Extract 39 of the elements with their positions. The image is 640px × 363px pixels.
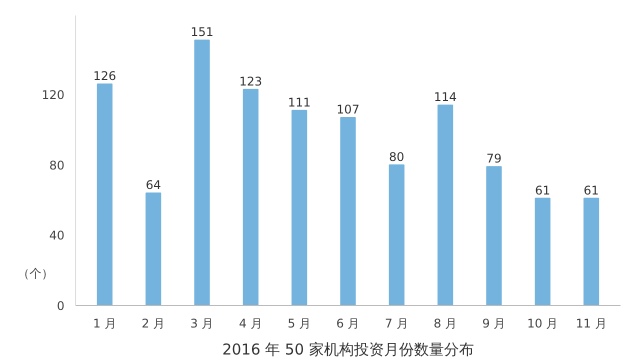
- x-tick-label: 8 月: [434, 316, 458, 330]
- x-tick-label: 9 月: [482, 316, 506, 330]
- x-tick-label: 3 月: [190, 316, 214, 330]
- data-label: 114: [434, 90, 457, 104]
- x-tick-label: 6 月: [336, 316, 360, 330]
- x-tick-label: 7 月: [384, 316, 408, 330]
- x-tick-label: 10 月: [527, 316, 558, 330]
- x-tick-label: 2 月: [142, 316, 166, 330]
- bar: [340, 116, 356, 306]
- bar: [584, 198, 600, 306]
- data-label: 61: [584, 183, 599, 198]
- bar: [146, 192, 162, 306]
- y-axis-title: （个）: [18, 266, 54, 280]
- data-label: 151: [190, 25, 214, 40]
- data-label: 64: [146, 178, 162, 192]
- y-tick-label: 40: [49, 228, 65, 243]
- bar: [292, 110, 308, 306]
- bar: [96, 84, 112, 306]
- data-label: 79: [486, 152, 502, 166]
- bar: [194, 40, 210, 306]
- x-tick-label: 1 月: [92, 316, 116, 330]
- bar: [438, 104, 454, 306]
- bar: [534, 198, 550, 306]
- data-label: 126: [93, 69, 116, 84]
- text: 2016 年 50 家机构投资月份数量分布: [222, 340, 474, 358]
- bar: [486, 166, 502, 306]
- y-tick-label: 120: [42, 88, 64, 102]
- y-tick-label: 0: [56, 299, 65, 313]
- bar: [242, 88, 258, 306]
- bar: [388, 164, 404, 306]
- x-tick-label: 5 月: [288, 316, 312, 330]
- data-label: 111: [288, 95, 311, 110]
- x-tick-label: 11 月: [576, 316, 607, 330]
- data-label: 80: [389, 150, 404, 164]
- y-tick-label: 80: [49, 158, 65, 172]
- data-label: 107: [336, 102, 360, 116]
- x-tick-label: 4 月: [238, 316, 262, 330]
- data-label: 61: [535, 183, 550, 198]
- data-label: 123: [239, 74, 262, 88]
